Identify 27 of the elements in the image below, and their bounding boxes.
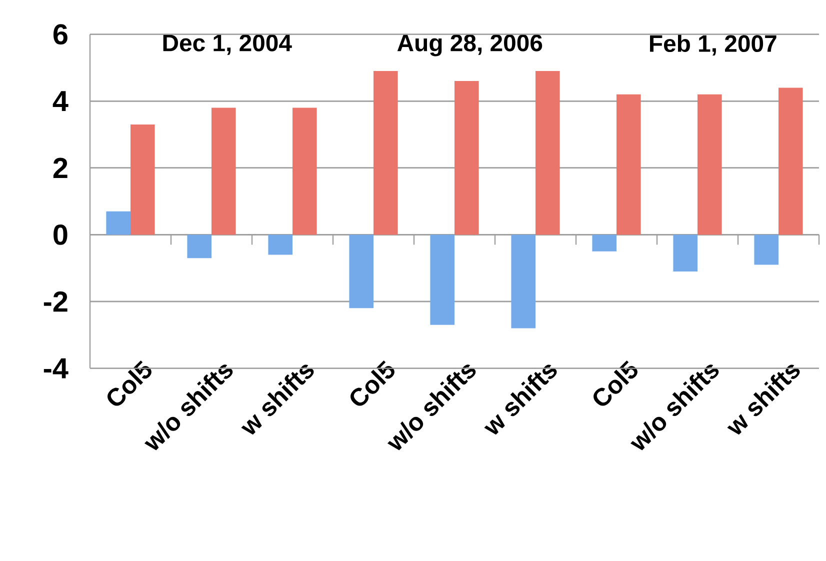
bar xyxy=(212,108,236,235)
bar xyxy=(778,88,803,235)
y-tick-label: -4 xyxy=(44,358,68,378)
annotation: Dec 1, 2004 xyxy=(163,34,292,55)
bar xyxy=(536,71,560,235)
bar xyxy=(268,234,293,255)
bar xyxy=(106,211,130,235)
bar xyxy=(130,124,155,235)
y-tick-label: 2 xyxy=(53,158,68,178)
y-tick-label: 4 xyxy=(52,91,68,112)
bar xyxy=(430,234,455,325)
bar xyxy=(616,94,641,235)
bar xyxy=(698,94,722,235)
bar xyxy=(592,234,617,252)
annotation: Aug 28, 2006 xyxy=(397,34,542,56)
bar xyxy=(454,81,479,235)
bar xyxy=(187,234,212,258)
bar xyxy=(349,234,374,308)
bar xyxy=(292,108,317,235)
annotation: Feb 1, 2007 xyxy=(650,34,776,56)
y-tick-label: -2 xyxy=(44,291,68,312)
bar xyxy=(374,71,398,235)
y-tick-label: 0 xyxy=(54,224,68,245)
bar xyxy=(754,234,779,265)
bar xyxy=(673,234,698,272)
y-tick-label: 6 xyxy=(53,24,68,45)
bar xyxy=(511,234,536,328)
